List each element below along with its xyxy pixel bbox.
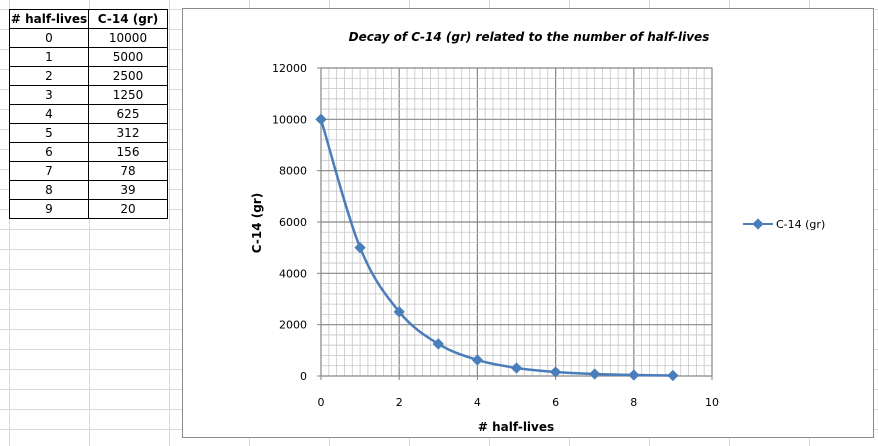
- chart-legend[interactable]: C-14 (gr): [743, 218, 825, 231]
- y-tick-label: 6000: [279, 216, 307, 229]
- x-axis-title: # half-lives: [478, 420, 554, 434]
- table-cell[interactable]: 0: [9, 28, 89, 48]
- table-row: 1 5000: [9, 47, 168, 67]
- data-point-marker: [589, 368, 601, 380]
- table-cell[interactable]: 10000: [88, 28, 168, 48]
- table-row: 0 10000: [9, 28, 168, 48]
- x-tick-label: 4: [474, 396, 481, 409]
- table-row: 8 39: [9, 180, 168, 200]
- legend-series-marker: [752, 218, 764, 230]
- y-tick-label: 0: [300, 370, 307, 383]
- x-tick-label: 10: [705, 396, 719, 409]
- column-header-c14[interactable]: C-14 (gr): [88, 9, 168, 29]
- table-row: 6 156: [9, 142, 168, 162]
- table-cell[interactable]: 4: [9, 104, 89, 124]
- table-cell[interactable]: 7: [9, 161, 89, 181]
- table-cell[interactable]: 9: [9, 199, 89, 219]
- legend-series-label: C-14 (gr): [776, 218, 825, 231]
- data-point-marker: [549, 366, 562, 378]
- chart-tick-labels: 0 2 4 6 8 10 0 2000 4000 6000 8000 10000 12000: [272, 62, 719, 409]
- table-row: 7 78: [9, 161, 168, 181]
- table-cell[interactable]: 78: [88, 161, 168, 181]
- table-cell[interactable]: 5000: [88, 47, 168, 67]
- table-header-row: # half-lives C-14 (gr): [9, 9, 168, 29]
- data-point-marker: [315, 113, 327, 125]
- x-tick-label: 2: [396, 396, 403, 409]
- table-cell[interactable]: 6: [9, 142, 89, 162]
- y-tick-label: 2000: [279, 319, 307, 332]
- data-point-marker: [510, 362, 523, 374]
- table-row: 5 312: [9, 123, 168, 143]
- table-cell[interactable]: 1250: [88, 85, 168, 105]
- table-cell[interactable]: 156: [88, 142, 168, 162]
- y-axis-title: C-14 (gr): [250, 193, 264, 253]
- data-table: # half-lives C-14 (gr) 0 10000 1 5000 2 250…: [9, 9, 168, 219]
- data-point-marker: [432, 338, 444, 350]
- data-point-marker: [628, 369, 640, 381]
- table-cell[interactable]: 312: [88, 123, 168, 143]
- table-cell[interactable]: 1: [9, 47, 89, 67]
- chart-object[interactable]: 0 2 4 6 8 10 0 2000 4000 6000 8000 10000 12000 Decay…: [182, 8, 874, 438]
- table-cell[interactable]: 8: [9, 180, 89, 200]
- table-cell[interactable]: 3: [9, 85, 89, 105]
- x-tick-label: 6: [552, 396, 559, 409]
- y-tick-label: 10000: [272, 113, 307, 126]
- chart-gridlines: [317, 67, 713, 380]
- table-cell[interactable]: 5: [9, 123, 89, 143]
- y-tick-label: 4000: [279, 267, 307, 280]
- table-cell[interactable]: 2: [9, 66, 89, 86]
- x-tick-label: 0: [318, 396, 325, 409]
- x-tick-label: 8: [630, 396, 637, 409]
- table-cell[interactable]: 2500: [88, 66, 168, 86]
- data-point-marker: [667, 369, 679, 382]
- table-cell[interactable]: 625: [88, 104, 168, 124]
- table-row: 3 1250: [9, 85, 168, 105]
- table-row: 4 625: [9, 104, 168, 124]
- column-header-half-lives[interactable]: # half-lives: [9, 9, 89, 29]
- data-point-marker: [354, 242, 366, 254]
- data-point-marker: [393, 306, 405, 318]
- chart-canvas: 0 2 4 6 8 10 0 2000 4000 6000 8000 10000 12000 Decay…: [250, 30, 825, 434]
- chart-series: [315, 113, 679, 382]
- series-line: [319, 118, 673, 377]
- data-point-marker: [471, 354, 484, 366]
- y-tick-label: 12000: [272, 62, 307, 75]
- y-tick-label: 8000: [279, 165, 307, 178]
- chart-title: Decay of C-14 (gr) related to the number…: [349, 30, 710, 44]
- table-cell[interactable]: 20: [88, 199, 168, 219]
- table-row: 2 2500: [9, 66, 168, 86]
- table-row: 9 20: [9, 199, 168, 219]
- table-cell[interactable]: 39: [88, 180, 168, 200]
